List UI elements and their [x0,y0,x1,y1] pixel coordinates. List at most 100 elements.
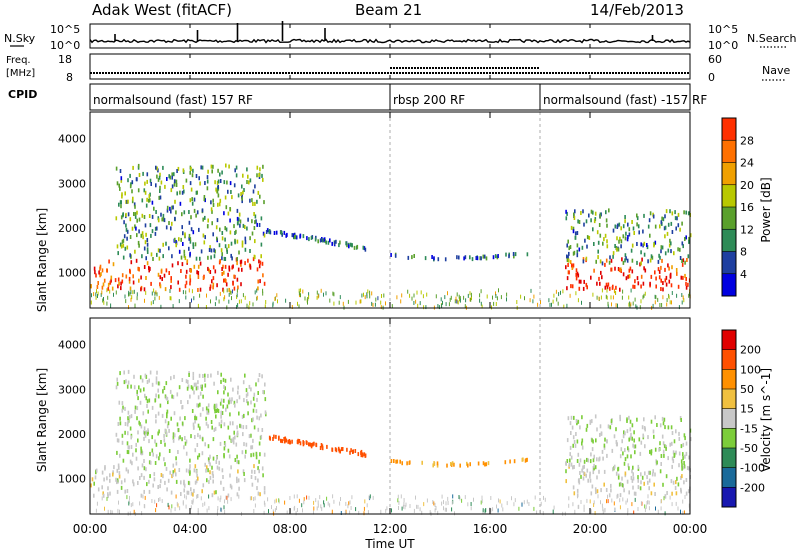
velocity-cell [90,483,92,488]
velocity-cell [221,468,224,473]
velocity-cell [467,463,469,468]
velocity-cell [157,394,160,399]
velocity-cell [258,459,260,464]
velocity-cell [436,463,439,468]
velocity-cell [685,478,688,482]
velocity-cell [192,492,194,497]
velocity-cell [172,395,175,400]
power-cell [573,216,576,220]
power-cell [486,294,488,299]
velocity-cell [247,401,249,406]
velocity-cell [256,397,258,402]
velocity-cell [225,495,227,500]
velocity-cell [354,449,357,453]
power-cell [154,226,157,231]
velocity-cell [565,461,567,466]
power-cell [184,256,187,261]
velocity-cell [107,492,109,497]
power-cell [190,167,192,171]
velocity-cell [223,505,225,510]
power-cell [224,244,227,249]
velocity-cell [627,446,629,451]
power-cell [482,254,485,259]
velocity-cell [185,504,187,509]
velocity-cell [671,441,673,446]
velocity-cell [137,481,139,485]
velocity-cell [576,439,579,444]
noise-tick-bottom-right: 10^0 [708,39,738,52]
velocity-cell [596,475,598,480]
power-cell [495,302,497,306]
power-cell [144,298,145,303]
power-cell [685,281,687,286]
velocity-cell [608,493,611,498]
power-cell [371,291,373,296]
velocity-cell [675,429,677,434]
power-cell [667,222,670,227]
power-cell [132,196,134,201]
power-cell [208,268,210,273]
power-cell [688,293,690,298]
velocity-cell [206,508,208,513]
power-cell [229,207,231,211]
power-cell [642,281,645,286]
velocity-cell [233,400,236,405]
velocity-cell [669,442,671,447]
power-cell [635,304,637,309]
velocity-cell [248,434,251,439]
power-cell [677,284,680,289]
velocity-cell [672,480,675,485]
power-cell [333,301,335,306]
power-cell [668,295,670,300]
velocity-cell [633,430,635,435]
power-cell [120,215,123,220]
power-cell [246,226,248,231]
velocity-cell [579,425,581,430]
power-cell [259,279,261,284]
velocity-cell [159,484,161,489]
power-cell [625,256,627,261]
velocity-cell [236,476,238,481]
power-cell [143,246,146,251]
velocity-cell [197,455,199,460]
velocity-cell [634,497,636,502]
power-cell [626,237,629,242]
power-cell [609,255,611,260]
power-cell [381,294,382,298]
power-cell [325,291,327,296]
power-cell [195,174,198,178]
velocity-cell [285,438,288,443]
power-cell [241,240,244,245]
power-cell [218,202,221,207]
power-cell [615,285,617,290]
velocity-cell [276,506,277,510]
velocity-cell [208,494,210,499]
velocity-cell [589,471,591,476]
power-cell [660,220,663,225]
velocity-cell [423,502,425,507]
power-cell [202,276,205,280]
power-cell [189,181,192,186]
cpid-segments: normalsound (fast) 157 RF rbsp 200 RF norm… [93,84,707,110]
power-cell [655,276,657,281]
velocity-cell [683,433,686,438]
velocity-cell [230,465,232,470]
velocity-cell [640,480,642,485]
power-cell [607,301,609,306]
power-cell [605,258,608,263]
velocity-cell [615,440,618,444]
velocity-cell [252,396,255,401]
power-cell [128,290,130,295]
power-cell [115,166,118,171]
power-cell [221,170,223,175]
velocity-cell [184,441,187,446]
velocity-cell [446,507,447,512]
power-cell [385,301,386,306]
velocity-cell [631,502,633,507]
power-cell [316,295,318,300]
power-cell [682,295,684,300]
power-cell [659,224,661,229]
power-cell [192,168,194,173]
velocity-cell [629,427,632,432]
power-cell [333,292,335,297]
